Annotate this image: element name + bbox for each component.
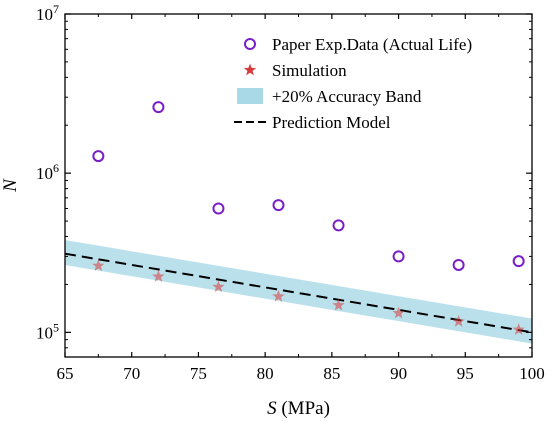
- experimental-point: [92, 150, 105, 163]
- accuracy-band-layer: [65, 240, 532, 344]
- simulation-point: [512, 323, 525, 335]
- experimental-point: [452, 258, 465, 271]
- simulation-point: [92, 259, 105, 272]
- simulation-point: [452, 314, 465, 327]
- legend-label-model: Prediction Model: [272, 113, 391, 132]
- x-tick-label: 85: [323, 364, 340, 383]
- y-axis-label: N: [0, 178, 21, 193]
- legend-label-experimental: Paper Exp.Data (Actual Life): [272, 35, 472, 54]
- x-tick-label: 90: [390, 364, 407, 383]
- y-tick-label: 105: [36, 320, 59, 342]
- simulation-point: [272, 289, 285, 302]
- x-tick-label: 65: [57, 364, 74, 383]
- experimental-layer: [92, 101, 525, 271]
- x-tick-label: 75: [190, 364, 207, 383]
- prediction-model-line: [64, 252, 533, 334]
- simulation-layer: [92, 259, 525, 335]
- x-tick-label: 100: [519, 364, 545, 383]
- experimental-point: [332, 219, 345, 232]
- x-axis-label: S (MPa): [267, 398, 330, 419]
- legend-label-simulation: Simulation: [272, 61, 347, 80]
- legend: Paper Exp.Data (Actual Life) Simulation +2…: [234, 35, 472, 132]
- legend-circle-marker: [244, 38, 256, 50]
- experimental-point: [212, 202, 225, 215]
- y-tick-label: 106: [36, 161, 59, 183]
- simulation-point: [212, 280, 225, 293]
- legend-band-swatch: [237, 88, 263, 104]
- legend-label-band: +20% Accuracy Band: [272, 87, 422, 106]
- x-tick-label: 80: [257, 364, 274, 383]
- simulation-point: [392, 306, 405, 319]
- legend-star-marker: [243, 63, 257, 76]
- experimental-point: [272, 199, 285, 212]
- accuracy-band: [65, 240, 532, 344]
- simulation-point: [332, 298, 345, 311]
- x-axis-unit: (MPa): [277, 398, 330, 419]
- x-tick-label: 95: [457, 364, 474, 383]
- prediction-model-layer: [64, 252, 533, 334]
- x-axis-variable: S: [267, 398, 277, 419]
- x-tick-label: 70: [123, 364, 140, 383]
- simulation-point: [152, 270, 165, 282]
- experimental-point: [152, 101, 165, 114]
- experimental-point: [392, 250, 405, 263]
- experimental-point: [512, 255, 525, 268]
- axes-layer: 65 70 75 80 85 90 95 100 105 106 107: [36, 2, 545, 383]
- y-tick-label: 107: [36, 2, 59, 24]
